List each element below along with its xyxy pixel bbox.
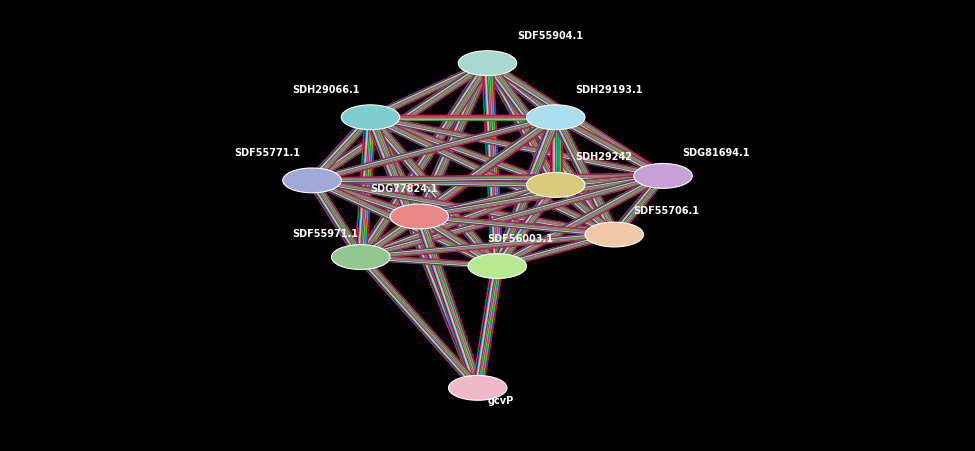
Ellipse shape bbox=[390, 204, 448, 229]
Ellipse shape bbox=[283, 168, 341, 193]
Ellipse shape bbox=[332, 244, 390, 269]
Text: SDH29066.1: SDH29066.1 bbox=[292, 85, 360, 95]
Ellipse shape bbox=[526, 105, 585, 130]
Ellipse shape bbox=[458, 51, 517, 75]
Ellipse shape bbox=[341, 105, 400, 130]
Text: SDF55771.1: SDF55771.1 bbox=[234, 148, 300, 158]
Ellipse shape bbox=[585, 222, 644, 247]
Text: SDF55904.1: SDF55904.1 bbox=[517, 31, 583, 41]
Text: SDF55706.1: SDF55706.1 bbox=[634, 207, 700, 216]
Text: SDF55971.1: SDF55971.1 bbox=[292, 229, 359, 239]
Text: gcvP: gcvP bbox=[488, 396, 514, 406]
Text: SDH29242: SDH29242 bbox=[575, 152, 632, 162]
Ellipse shape bbox=[526, 173, 585, 198]
Text: SDG81694.1: SDG81694.1 bbox=[682, 148, 750, 158]
Text: SDH29193.1: SDH29193.1 bbox=[575, 85, 643, 95]
Text: SDF56003.1: SDF56003.1 bbox=[488, 234, 554, 244]
Ellipse shape bbox=[448, 375, 507, 400]
Text: SDG77824.1: SDG77824.1 bbox=[370, 184, 438, 194]
Ellipse shape bbox=[468, 253, 526, 278]
Ellipse shape bbox=[634, 164, 692, 188]
